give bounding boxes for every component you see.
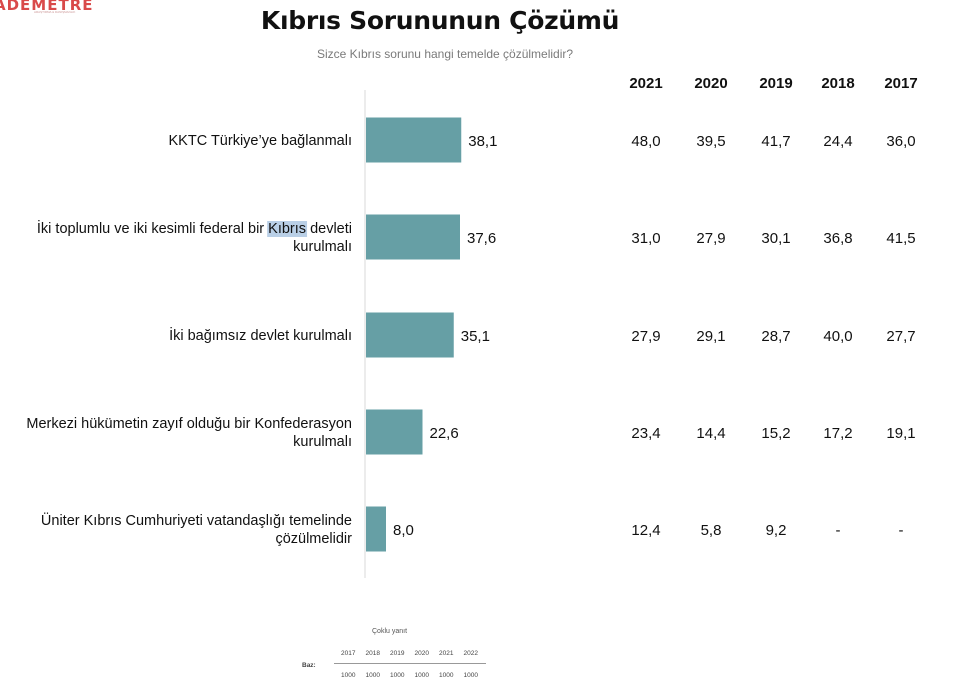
- base-counts: 1000 1000 1000 1000 1000 1000: [336, 672, 483, 679]
- logo-tagline: ARAŞTIRMA & DANIŞMANLIK: [34, 10, 76, 14]
- table-cell: 5,8: [701, 522, 722, 539]
- chart-subtitle: Sizce Kıbrıs sorunu hangi temelde çözülm…: [316, 47, 574, 61]
- bar-value-label: 35,1: [461, 328, 490, 345]
- bar-value-label: 22,6: [430, 425, 459, 442]
- chart-canvas: 2021 2020 2019 2018 2017 KKTC Türkiye’ye bağl…: [26, 75, 918, 578]
- table-cell: 36,8: [823, 230, 852, 247]
- table-cell: 24,4: [823, 133, 852, 150]
- table-cell: -: [899, 522, 904, 539]
- category-label: kurulmalı: [293, 434, 352, 450]
- table-cell: 36,0: [886, 133, 915, 150]
- table-cell: 39,5: [696, 133, 725, 150]
- table-cell: -: [836, 522, 841, 539]
- table-cell: 23,4: [631, 425, 660, 442]
- table-cell: 28,7: [761, 328, 790, 345]
- base-count: 1000: [365, 672, 380, 679]
- category-label: kurulmalı: [293, 239, 352, 255]
- category-label: İki toplumlu ve iki kesimli federal bir …: [37, 219, 352, 237]
- table-cell: 30,1: [761, 230, 790, 247]
- table-cell: 15,2: [761, 425, 790, 442]
- table-cell: 14,4: [696, 425, 725, 442]
- table-cell: 27,9: [696, 230, 725, 247]
- table-cell: 41,7: [761, 133, 790, 150]
- chart-title: Kıbrıs Sorununun Çözümü: [260, 6, 620, 35]
- year-header: 2020: [694, 75, 727, 92]
- base-count: 1000: [463, 672, 478, 679]
- base-label: Baz:: [302, 662, 316, 669]
- base-count: 1000: [390, 672, 405, 679]
- base-year: 2017: [341, 650, 356, 657]
- category-label: çözülmelidir: [275, 531, 352, 547]
- table-cell: 31,0: [631, 230, 660, 247]
- bar: [366, 506, 386, 552]
- table-cell: 48,0: [631, 133, 660, 150]
- year-header: 2018: [821, 75, 854, 92]
- base-year: 2019: [390, 650, 405, 657]
- category-label: KKTC Türkiye’ye bağlanmalı: [169, 133, 352, 149]
- table-cell: 40,0: [823, 328, 852, 345]
- bar-value-label: 38,1: [468, 133, 497, 150]
- base-count: 1000: [414, 672, 429, 679]
- text-highlight: [267, 221, 308, 237]
- base-years: 2017 2018 2019 2020 2021 2022: [336, 650, 483, 657]
- table-cell: 29,1: [696, 328, 725, 345]
- bar: [366, 117, 462, 163]
- year-header: 2021: [629, 75, 662, 92]
- base-divider: [334, 663, 486, 664]
- base-year: 2021: [439, 650, 454, 657]
- bar: [366, 409, 423, 455]
- year-header: 2019: [759, 75, 792, 92]
- base-box: Çoklu yanıt Baz: 2017 2018 2019 2020 2021 202…: [300, 622, 500, 680]
- base-year: 2022: [463, 650, 478, 657]
- base-year: 2018: [365, 650, 380, 657]
- category-label: Üniter Kıbrıs Cumhuriyeti vatandaşlığı t…: [41, 511, 352, 529]
- bar-value-label: 8,0: [393, 522, 414, 539]
- table-cell: 27,9: [631, 328, 660, 345]
- bar: [366, 312, 454, 358]
- logo-brand: ADEMETRE: [0, 0, 94, 14]
- category-label: Merkezi hükümetin zayıf olduğu bir Konfe…: [26, 416, 352, 432]
- base-year: 2020: [414, 650, 429, 657]
- base-note: Çoklu yanıt: [372, 628, 408, 635]
- logo: ADEMETRE ARAŞTIRMA & DANIŞMANLIK: [0, 0, 94, 18]
- year-header: 2017: [884, 75, 917, 92]
- highlighted-word: Kıbrıs: [268, 221, 306, 237]
- bar: [366, 214, 460, 260]
- base-count: 1000: [341, 672, 356, 679]
- table-cell: 27,7: [886, 328, 915, 345]
- category-label: İki bağımsız devlet kurulmalı: [169, 326, 352, 344]
- table-cell: 9,2: [766, 522, 787, 539]
- table-cell: 17,2: [823, 425, 852, 442]
- table-cell: 41,5: [886, 230, 915, 247]
- table-cell: 12,4: [631, 522, 660, 539]
- base-count: 1000: [439, 672, 454, 679]
- bar-value-label: 37,6: [467, 230, 496, 247]
- table-cell: 19,1: [886, 425, 915, 442]
